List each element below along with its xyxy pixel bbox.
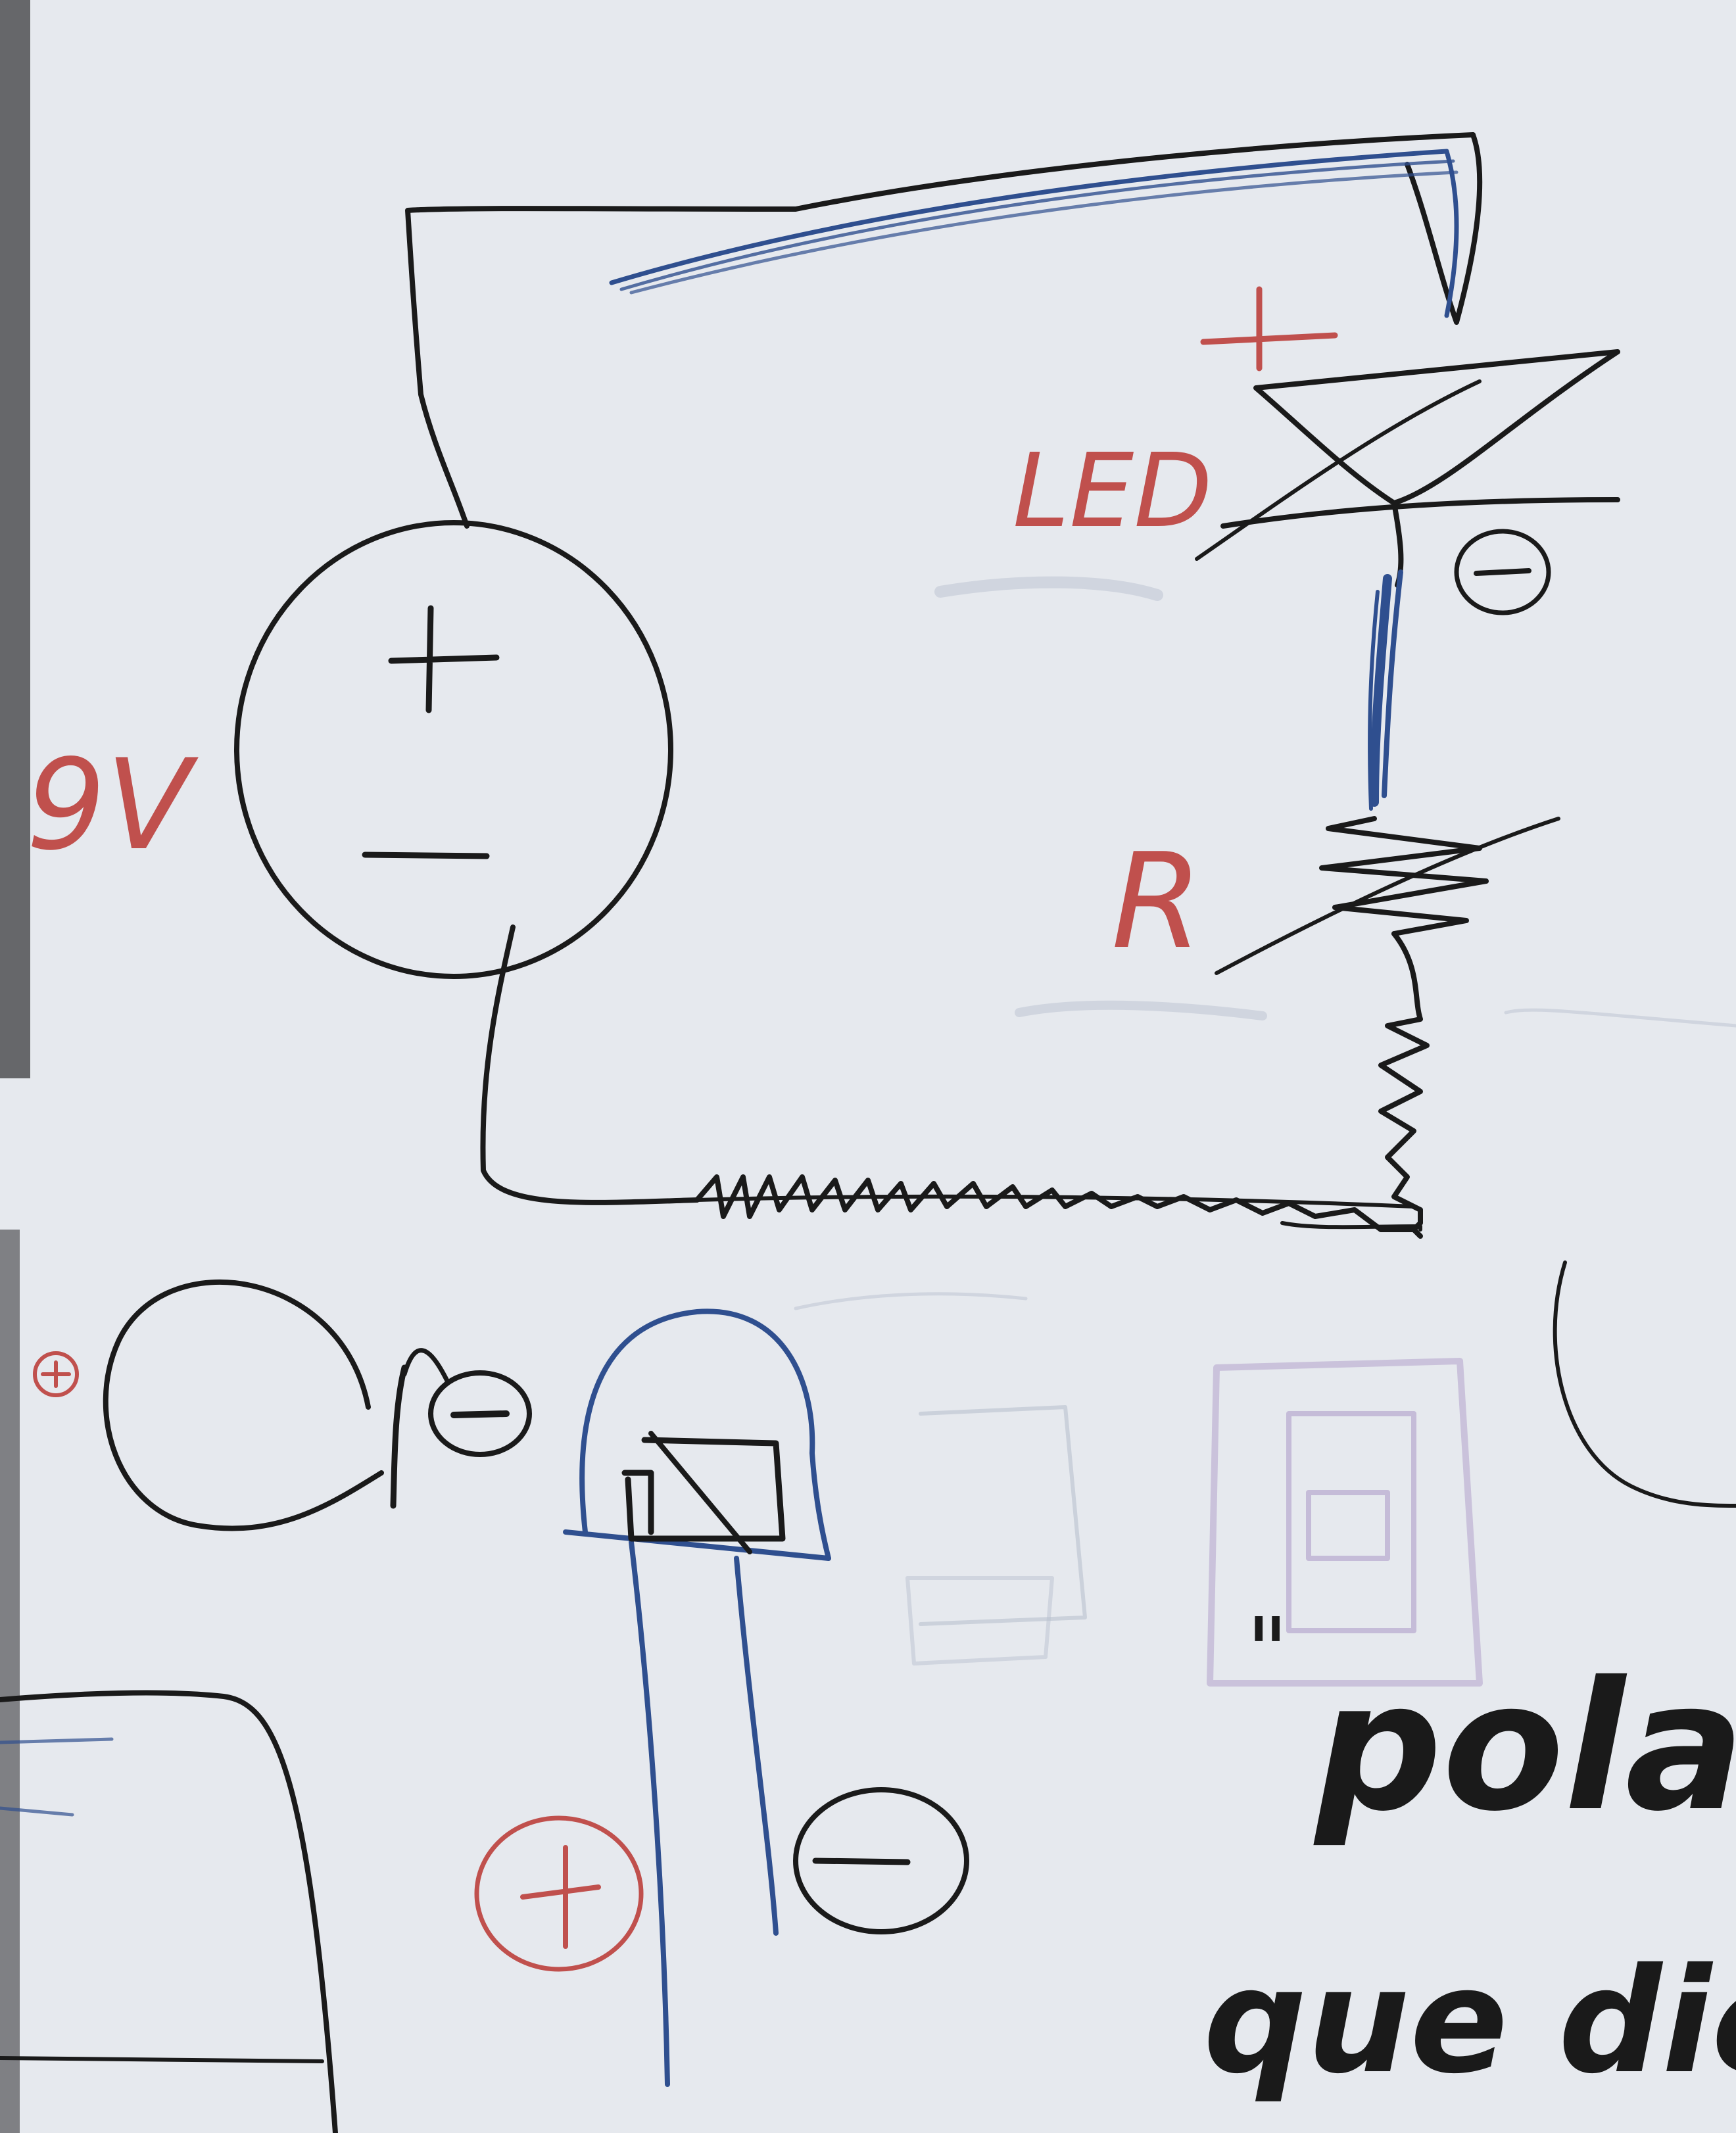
blue-led-resistor-wire: [1368, 569, 1403, 811]
bottom-zigzag-wire: [694, 1174, 1423, 1239]
battery-symbol: [234, 520, 673, 979]
blue-top-wire: [609, 149, 1459, 318]
led-minus-circle: [793, 1787, 969, 1934]
resistor-symbol: [1215, 816, 1560, 1232]
small-plus-symbol: [33, 1351, 79, 1397]
led-label: LED: [1013, 431, 1213, 550]
led-inner-chip: [621, 1431, 786, 1554]
battery-minus-mark: [362, 851, 490, 859]
component-circle-left: [103, 1280, 532, 1531]
board-left-frame-lower: [0, 1230, 20, 2133]
resistor-label: R: [1111, 825, 1203, 978]
word-polar: polari: [1313, 1643, 1736, 1850]
board-left-frame: [0, 0, 30, 1078]
led-drawing: [563, 1308, 831, 2087]
circuit-wires: [405, 132, 1483, 1205]
led-minus-symbol: [1454, 529, 1551, 615]
led-plus-circle: [474, 1815, 644, 1972]
bottom-left-shape: [0, 1690, 338, 2133]
quote-mark: ": [1246, 1598, 1288, 1706]
erased-marks: [794, 576, 1736, 1687]
battery-plus-mark: [388, 605, 500, 713]
word-que: que diep: [1203, 1937, 1736, 2105]
led-plus-mark: [1200, 286, 1338, 371]
right-arc: [1553, 1260, 1736, 1508]
voltage-label: 9V: [26, 732, 199, 878]
led-symbol: [1195, 349, 1620, 588]
